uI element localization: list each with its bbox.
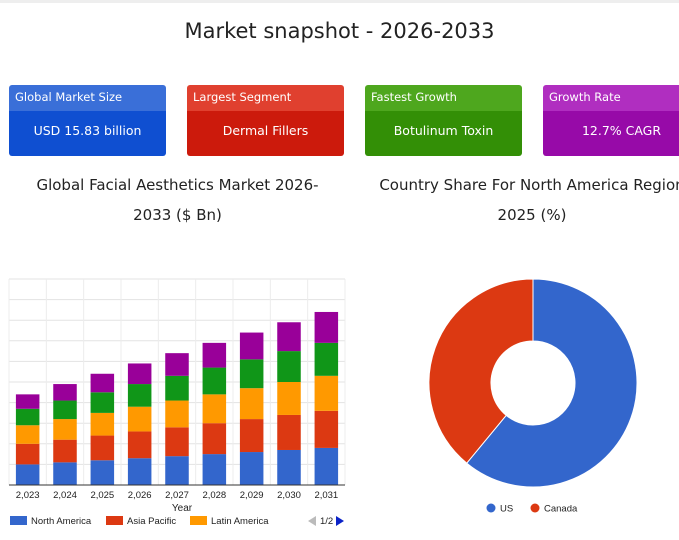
- bar-segment: [314, 311, 339, 343]
- legend-swatch: [190, 516, 207, 525]
- x-tick-label: 2,028: [202, 490, 226, 501]
- bar-segment: [165, 375, 189, 401]
- card-label: Growth Rate: [543, 85, 679, 111]
- bar-segment: [239, 452, 264, 485]
- bar-segment: [277, 351, 301, 382]
- card-value: 12.7% CAGR: [543, 111, 679, 156]
- bar-segment: [277, 449, 301, 485]
- bar-chart-title-line2: 2033 ($ Bn): [133, 206, 222, 224]
- x-tick-label: 2,031: [314, 490, 338, 501]
- bar-segment: [15, 443, 40, 465]
- legend-swatch: [106, 516, 123, 525]
- stacked-bar-chart: 2,023 2,024 2,025 2,026 2,027 2,028 2,029 2,030…: [8, 278, 346, 527]
- page-title: Market snapshot - 2026-2033: [184, 19, 495, 43]
- bar-segment: [314, 342, 339, 376]
- x-tick-label: 2,025: [90, 490, 114, 501]
- bar-segment: [239, 332, 264, 360]
- x-tick-label: 2,023: [16, 490, 40, 501]
- legend-dot: [486, 503, 496, 513]
- bar-segment: [202, 423, 227, 455]
- bar-segment: [277, 382, 301, 415]
- x-tick-label: 2,027: [165, 490, 189, 501]
- top-divider: [0, 0, 679, 3]
- bar-segment: [90, 392, 115, 413]
- legend-label: US: [500, 504, 513, 515]
- x-tick-label: 2,026: [128, 490, 152, 501]
- x-tick-label: 2,024: [53, 490, 77, 501]
- legend-label: Latin America: [211, 516, 269, 527]
- bar-segment: [165, 353, 189, 376]
- bar-segment: [239, 419, 264, 453]
- legend-swatch: [10, 516, 27, 525]
- donut-slice: [428, 278, 534, 464]
- donut-chart-title-line2: 2025 (%): [497, 206, 567, 224]
- bar-segment: [90, 460, 115, 485]
- donut-chart-title-line1: Country Share For North America Region: [379, 176, 679, 194]
- bar-segment: [127, 363, 152, 385]
- bar-chart-title-line1: Global Facial Aesthetics Market 2026-: [36, 176, 319, 194]
- bar-segment: [202, 342, 227, 368]
- card-largest-segment: Largest Segment Dermal Fillers: [187, 85, 344, 156]
- bar-segment: [127, 406, 152, 432]
- legend-dot: [530, 503, 540, 513]
- card-growth-rate: Growth Rate 12.7% CAGR: [543, 85, 679, 156]
- bar-segment: [277, 322, 301, 352]
- x-axis-label: Year: [172, 503, 193, 514]
- legend-label: North America: [31, 516, 92, 527]
- card-label: Global Market Size: [9, 85, 166, 111]
- card-value: USD 15.83 billion: [9, 111, 166, 156]
- card-label: Fastest Growth: [365, 85, 522, 111]
- card-value: Dermal Fillers: [187, 111, 344, 156]
- bar-segment: [53, 419, 77, 440]
- bar-segment: [15, 394, 40, 409]
- bar-segment: [165, 400, 189, 428]
- bar-segment: [15, 425, 40, 444]
- bar-segment: [90, 373, 115, 393]
- x-tick-label: 2,029: [240, 490, 264, 501]
- legend-page-label: 1/2: [320, 516, 333, 527]
- bar-segment: [277, 414, 301, 450]
- bar-segment: [314, 410, 339, 448]
- bar-segment: [127, 384, 152, 407]
- bar-segment: [239, 388, 264, 420]
- bar-segment: [127, 431, 152, 459]
- donut-chart-title: Country Share For North America Region 2…: [372, 170, 679, 230]
- bar-segment: [90, 435, 115, 461]
- bar-segment: [127, 458, 152, 485]
- bar-segment: [314, 375, 339, 411]
- bar-segment: [314, 447, 339, 485]
- legend-next-icon[interactable]: [336, 516, 344, 526]
- bar-segment: [202, 367, 227, 395]
- bar-segment: [90, 412, 115, 436]
- bar-segment: [53, 462, 77, 485]
- bar-chart-title: Global Facial Aesthetics Market 2026- 20…: [0, 170, 355, 230]
- bar-segment: [239, 359, 264, 389]
- bar-segment: [15, 464, 40, 485]
- donut-slice: [466, 278, 638, 488]
- card-fastest-growth: Fastest Growth Botulinum Toxin: [365, 85, 522, 156]
- bar-segment: [165, 427, 189, 457]
- bar-segment: [202, 394, 227, 424]
- bar-segment: [53, 439, 77, 463]
- bar-segment: [53, 384, 77, 401]
- legend-label: Asia Pacific: [127, 516, 176, 527]
- card-value: Botulinum Toxin: [365, 111, 522, 156]
- x-tick-label: 2,030: [277, 490, 301, 501]
- card-label: Largest Segment: [187, 85, 344, 111]
- bar-segment: [165, 456, 189, 485]
- bar-segment: [53, 400, 77, 420]
- legend-label: Canada: [544, 504, 578, 515]
- bar-segment: [15, 408, 40, 426]
- card-global-market-size: Global Market Size USD 15.83 billion: [9, 85, 166, 156]
- legend-prev-icon: [308, 516, 316, 526]
- bar-segment: [202, 454, 227, 485]
